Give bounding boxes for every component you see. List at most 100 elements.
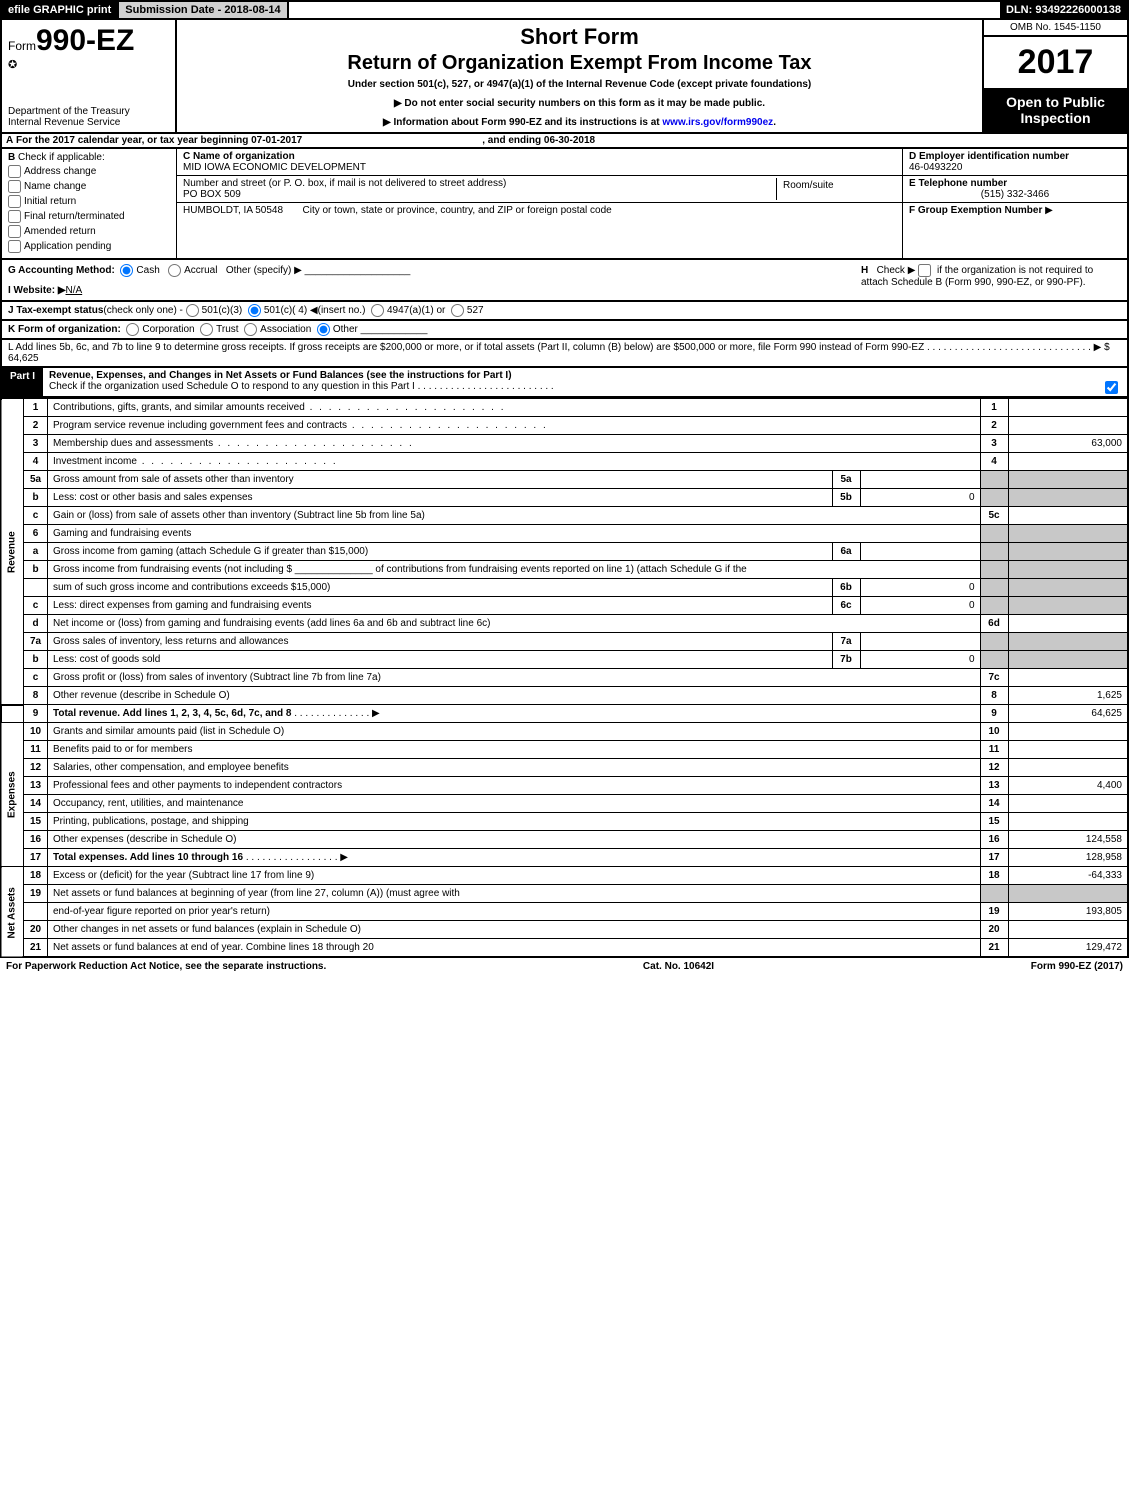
form-org-label: K Form of organization: xyxy=(8,324,121,335)
rb-association[interactable] xyxy=(244,323,257,336)
line-6c-value: 0 xyxy=(860,597,980,615)
block-ghi: G Accounting Method: Cash Accrual Other … xyxy=(0,260,1129,302)
line-6c-desc: Less: direct expenses from gaming and fu… xyxy=(48,597,833,615)
rb-cash[interactable] xyxy=(120,264,133,277)
h-label: H xyxy=(861,265,868,276)
line-7c-desc: Gross profit or (loss) from sales of inv… xyxy=(48,669,981,687)
line-11-desc: Benefits paid to or for members xyxy=(48,741,981,759)
arrow-icon: ▶ xyxy=(1045,205,1053,216)
form-header: Form990-EZ ✪ Department of the Treasury … xyxy=(0,20,1129,134)
tax-exempt-note: (check only one) - xyxy=(103,305,182,316)
line-21-value: 129,472 xyxy=(1008,939,1128,958)
line-9-desc: Total revenue. Add lines 1, 2, 3, 4, 5c,… xyxy=(53,708,291,719)
line-16-desc: Other expenses (describe in Schedule O) xyxy=(48,831,981,849)
tax-exempt-label: J Tax-exempt status xyxy=(8,305,103,316)
line-12-desc: Salaries, other compensation, and employ… xyxy=(48,759,981,777)
rb-527[interactable] xyxy=(451,304,464,317)
part-1-header-row: Part I Revenue, Expenses, and Changes in… xyxy=(0,368,1129,398)
phone-label: E Telephone number xyxy=(909,178,1007,189)
line-18-desc: Excess or (deficit) for the year (Subtra… xyxy=(48,867,981,885)
line-17-value: 128,958 xyxy=(1008,849,1128,867)
line-13-value: 4,400 xyxy=(1008,777,1128,795)
line-16-value: 124,558 xyxy=(1008,831,1128,849)
rb-other[interactable] xyxy=(317,323,330,336)
cash-label: Cash xyxy=(136,265,159,276)
city-label: City or town, state or province, country… xyxy=(303,205,612,216)
info-line-2: ▶ Information about Form 990-EZ and its … xyxy=(187,117,972,128)
other-specify-label: Other (specify) ▶ xyxy=(226,265,302,276)
netassets-side-label: Net Assets xyxy=(1,867,24,958)
part-1-check: Check if the organization used Schedule … xyxy=(49,381,415,392)
line-3-value: 63,000 xyxy=(1008,435,1128,453)
rb-accrual[interactable] xyxy=(168,264,181,277)
expenses-side-label: Expenses xyxy=(1,723,24,867)
line-9-value: 64,625 xyxy=(1008,705,1128,723)
line-7a-desc: Gross sales of inventory, less returns a… xyxy=(48,633,833,651)
rb-501c3[interactable] xyxy=(186,304,199,317)
short-form-title: Short Form xyxy=(187,24,972,50)
line-6b-value: 0 xyxy=(860,579,980,597)
phone-value: (515) 332-3466 xyxy=(909,189,1121,200)
line-2-desc: Program service revenue including govern… xyxy=(48,417,981,435)
cb-schedule-b[interactable] xyxy=(918,264,931,277)
line-5b-value: 0 xyxy=(860,489,980,507)
line-k: K Form of organization: Corporation Trus… xyxy=(0,321,1129,340)
accounting-method-label: G Accounting Method: xyxy=(8,265,115,276)
line-6-desc: Gaming and fundraising events xyxy=(48,525,981,543)
rb-4947[interactable] xyxy=(371,304,384,317)
accrual-label: Accrual xyxy=(184,265,217,276)
line-5c-desc: Gain or (loss) from sale of assets other… xyxy=(48,507,981,525)
line-7b-value: 0 xyxy=(860,651,980,669)
line-19-desc: Net assets or fund balances at beginning… xyxy=(48,885,981,903)
dept-label: Department of the Treasury Internal Reve… xyxy=(8,106,169,128)
line-21-desc: Net assets or fund balances at end of ye… xyxy=(48,939,981,958)
form-prefix: Form xyxy=(8,39,36,53)
line-19b-desc: end-of-year figure reported on prior yea… xyxy=(48,903,981,921)
info-line-1: ▶ Do not enter social security numbers o… xyxy=(187,98,972,109)
line-5b-desc: Less: cost or other basis and sales expe… xyxy=(48,489,833,507)
ein-value: 46-0493220 xyxy=(909,162,962,173)
under-section: Under section 501(c), 527, or 4947(a)(1)… xyxy=(187,79,972,90)
treasury-seal-icon: ✪ xyxy=(8,58,169,71)
line-10-desc: Grants and similar amounts paid (list in… xyxy=(48,723,981,741)
cb-initial-return[interactable]: Initial return xyxy=(8,195,170,208)
line-3-desc: Membership dues and assessments xyxy=(48,435,981,453)
cb-application-pending[interactable]: Application pending xyxy=(8,240,170,253)
org-name-label: C Name of organization xyxy=(183,151,295,162)
city-state-zip: HUMBOLDT, IA 50548 xyxy=(183,205,283,216)
dln-label: DLN: 93492226000138 xyxy=(1000,2,1127,18)
line-a: A For the 2017 calendar year, or tax yea… xyxy=(0,134,1129,149)
cb-name-change[interactable]: Name change xyxy=(8,180,170,193)
tax-year: 2017 xyxy=(984,37,1127,88)
group-exemption-label: F Group Exemption Number xyxy=(909,205,1042,216)
line-7b-desc: Less: cost of goods sold xyxy=(48,651,833,669)
irs-link[interactable]: www.irs.gov/form990ez xyxy=(662,117,773,128)
line-6d-desc: Net income or (loss) from gaming and fun… xyxy=(48,615,981,633)
rb-trust[interactable] xyxy=(200,323,213,336)
cb-address-change[interactable]: Address change xyxy=(8,165,170,178)
cb-amended-return[interactable]: Amended return xyxy=(8,225,170,238)
cb-schedule-o[interactable] xyxy=(1105,381,1118,394)
line-6b2-desc: sum of such gross income and contributio… xyxy=(48,579,833,597)
block-b-through-f: B Check if applicable: Address change Na… xyxy=(0,149,1129,260)
line-18-value: -64,333 xyxy=(1008,867,1128,885)
website-value: N/A xyxy=(66,285,83,296)
line-j: J Tax-exempt status(check only one) - 50… xyxy=(0,302,1129,321)
line-5a-desc: Gross amount from sale of assets other t… xyxy=(48,471,833,489)
tax-year-begin: For the 2017 calendar year, or tax year … xyxy=(16,135,302,146)
submission-date: Submission Date - 2018-08-14 xyxy=(119,2,288,18)
room-suite-label: Room/suite xyxy=(776,178,896,200)
line-4-desc: Investment income xyxy=(48,453,981,471)
h-check-text: Check ▶ xyxy=(877,265,916,276)
top-bar: efile GRAPHIC print Submission Date - 20… xyxy=(0,0,1129,20)
omb-number: OMB No. 1545-1150 xyxy=(984,20,1127,37)
check-applicable-label: Check if applicable: xyxy=(18,152,105,163)
cb-final-return[interactable]: Final return/terminated xyxy=(8,210,170,223)
line-1-desc: Contributions, gifts, grants, and simila… xyxy=(48,399,981,417)
revenue-side-label: Revenue xyxy=(1,399,24,705)
efile-label: efile GRAPHIC print xyxy=(2,2,119,18)
rb-corporation[interactable] xyxy=(126,323,139,336)
line-15-desc: Printing, publications, postage, and shi… xyxy=(48,813,981,831)
line-6b-desc: Gross income from fundraising events (no… xyxy=(48,561,981,579)
rb-501c4[interactable] xyxy=(248,304,261,317)
